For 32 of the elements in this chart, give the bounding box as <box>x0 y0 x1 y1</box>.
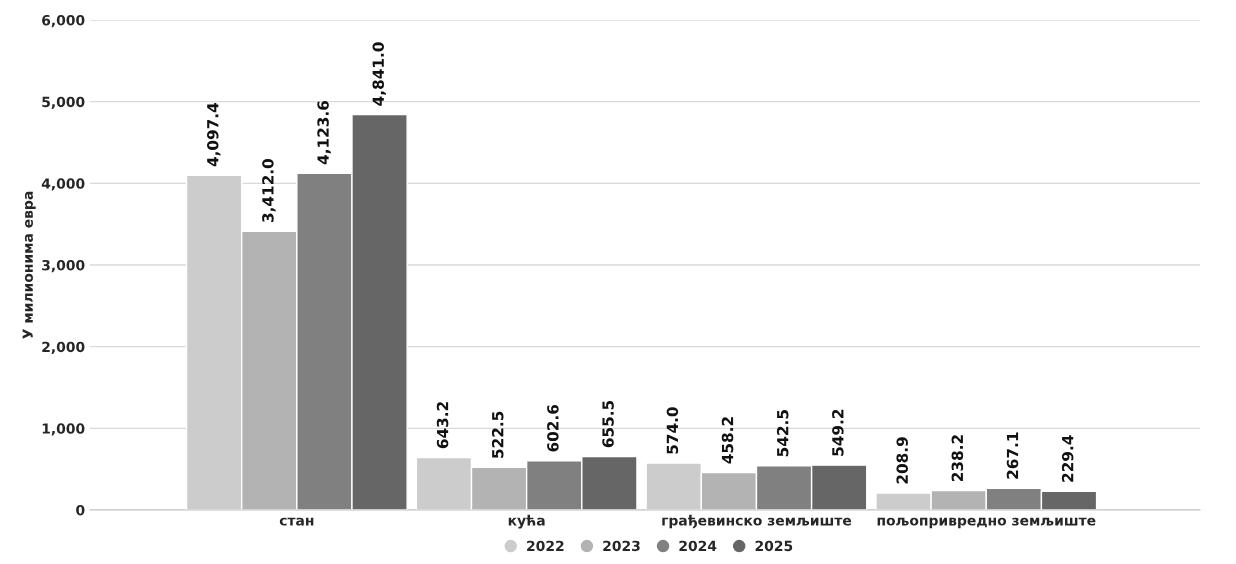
y-tick-label: 2,000 <box>42 341 85 354</box>
data-label: 208.9 <box>896 437 908 484</box>
data-label: 3,412.0 <box>262 158 276 222</box>
legend-label: 2023 <box>603 540 640 552</box>
y-tick-label: 6,000 <box>42 14 85 28</box>
legend-label: 2022 <box>527 540 564 552</box>
y-axis-title: У милионима евра <box>22 191 36 339</box>
data-label: 229.4 <box>1061 435 1074 482</box>
data-label: 238.2 <box>951 435 964 482</box>
x-tick-label: пољопривредно земљиште <box>877 517 1096 529</box>
legend-label: 2025 <box>755 540 793 552</box>
y-tick-label: 0 <box>76 504 85 516</box>
data-label: 655.5 <box>602 400 614 448</box>
data-label: 542.5 <box>776 410 789 457</box>
x-tick-label: кућа <box>508 514 545 529</box>
data-label: 458.2 <box>721 417 734 464</box>
legend-label: 2024 <box>679 540 717 552</box>
data-label: 4,123.6 <box>317 100 331 165</box>
y-tick-label: 5,000 <box>42 96 85 109</box>
x-tick-label: стан <box>279 517 314 526</box>
data-label: 643.2 <box>436 402 449 449</box>
y-tick-label: 3,000 <box>42 259 85 273</box>
data-label: 522.5 <box>491 411 504 458</box>
data-label: 574.0 <box>666 407 679 454</box>
data-label: 267.1 <box>1006 432 1019 479</box>
data-label: 602.6 <box>547 404 559 452</box>
data-label: 4,841.0 <box>372 42 386 106</box>
y-tick-label: 4,000 <box>41 178 85 191</box>
data-label: 549.2 <box>832 409 844 456</box>
data-label: 4,097.4 <box>206 102 221 167</box>
y-tick-label: 1,000 <box>42 423 85 436</box>
x-tick-label: грађевинско земљиште <box>662 514 852 529</box>
